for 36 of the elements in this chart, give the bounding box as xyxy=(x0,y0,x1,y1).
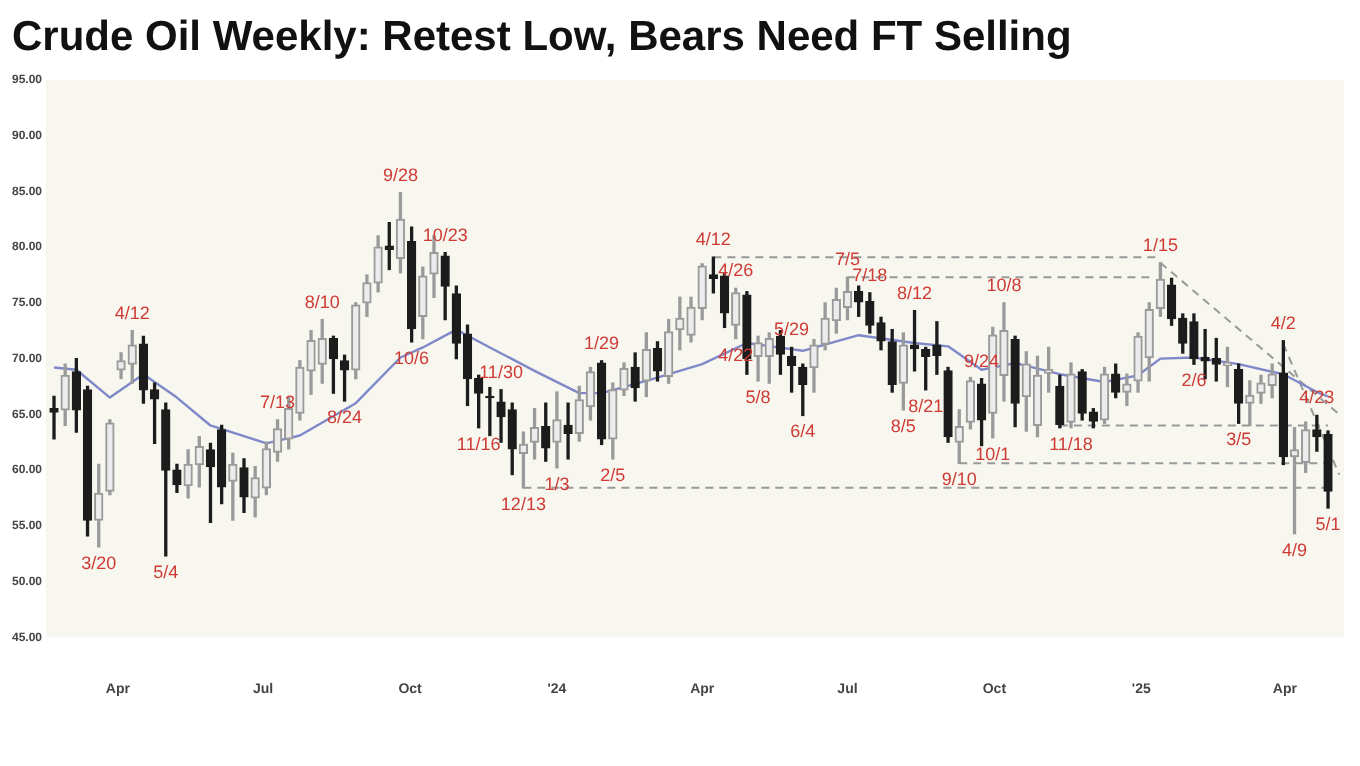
annotation: 10/1 xyxy=(975,443,1011,464)
annotation: 4/9 xyxy=(1281,539,1308,560)
annotation: 2/5 xyxy=(600,464,626,485)
annotation: 5/29 xyxy=(774,319,810,340)
annotation: 8/21 xyxy=(908,395,944,416)
annotation: 8/12 xyxy=(897,282,933,303)
annotation: 4/26 xyxy=(718,260,754,281)
annotation: 1/3 xyxy=(544,473,570,494)
annotation: 7/18 xyxy=(852,264,888,285)
annotation: 12/13 xyxy=(500,493,546,514)
annotation: 1/29 xyxy=(584,332,620,353)
annotation: 7/5 xyxy=(834,249,860,270)
annotation: 4/23 xyxy=(1299,387,1335,408)
annotation: 9/10 xyxy=(941,469,977,490)
annotation: 6/4 xyxy=(790,421,816,442)
annotation: 11/30 xyxy=(479,361,523,382)
annotation: 5/4 xyxy=(153,561,179,582)
annotation: 9/28 xyxy=(382,164,418,185)
annotation: 1/15 xyxy=(1142,234,1178,255)
annotation: 4/12 xyxy=(695,229,731,250)
annotation: 5/8 xyxy=(745,386,771,407)
annotation: 10/23 xyxy=(422,224,468,245)
annotation: 5/1 xyxy=(1315,513,1341,534)
annotation: 7/13 xyxy=(259,391,296,412)
annotation: 4/12 xyxy=(114,302,150,323)
annotation: 4/2 xyxy=(1270,312,1296,333)
annotation: 11/16 xyxy=(456,433,501,454)
annotation: 11/18 xyxy=(1049,433,1093,454)
annotation: 8/24 xyxy=(327,406,363,427)
annotation: 3/5 xyxy=(1226,429,1252,450)
annotation: 2/6 xyxy=(1181,370,1207,391)
annotation: 8/10 xyxy=(304,291,340,312)
annotation: 10/8 xyxy=(986,274,1022,295)
annotation: 3/20 xyxy=(81,552,117,573)
annotation: 8/5 xyxy=(890,415,916,436)
chart-title: Crude Oil Weekly: Retest Low, Bears Need FT Selling xyxy=(12,14,1072,62)
